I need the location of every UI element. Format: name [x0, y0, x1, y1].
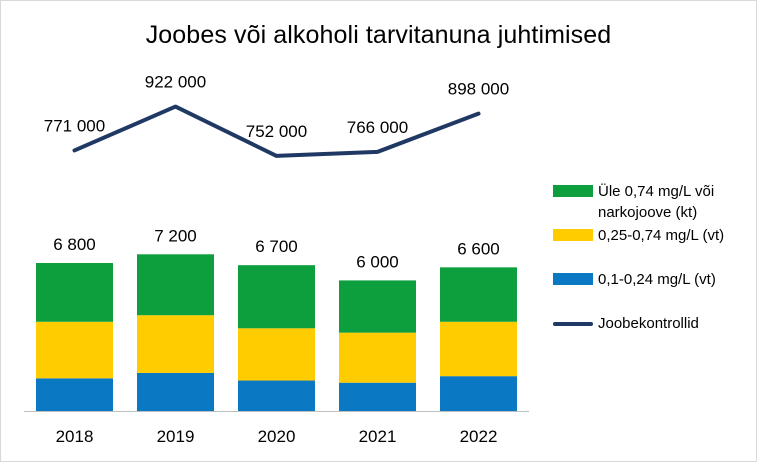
x-tick-label-2018: 2018 — [56, 427, 94, 446]
x-tick-label-2022: 2022 — [460, 427, 498, 446]
bar-segment-2020-0 — [238, 380, 315, 411]
line-value-label-2022: 898 000 — [448, 80, 509, 99]
bar-segment-2019-1 — [137, 315, 214, 373]
legend-item-over-074: Üle 0,74 mg/L või narkojoove (kt) — [553, 181, 748, 223]
bar-segment-2019-2 — [137, 254, 214, 316]
bar-segment-2020-2 — [238, 265, 315, 329]
line-series-group — [72, 104, 481, 158]
line-value-label-2020: 752 000 — [246, 122, 307, 141]
legend-swatch-blue — [553, 273, 593, 285]
legend-item-025-074: 0,25-0,74 mg/L (vt) — [553, 225, 748, 246]
line-value-labels: 771 000 922 000 752 000 766 000 898 000 — [44, 73, 509, 141]
legend-swatch-yellow — [553, 229, 593, 241]
x-tick-label-2021: 2021 — [359, 427, 397, 446]
bar-segment-2022-0 — [440, 376, 517, 411]
legend-swatch-green — [553, 185, 593, 197]
legend-label: Joobekontrollid — [598, 315, 699, 332]
line-value-label-2019: 922 000 — [145, 73, 206, 92]
bar-segment-2022-2 — [440, 267, 517, 322]
x-tick-labels: 2018 2019 2020 2021 2022 — [56, 427, 498, 446]
bar-total-label-2018: 6 800 — [53, 235, 96, 254]
legend-label: 0,25-0,74 mg/L (vt) — [598, 227, 725, 244]
bar-total-label-2021: 6 000 — [356, 252, 399, 271]
line-value-label-2021: 766 000 — [347, 118, 408, 137]
legend-label: Üle 0,74 mg/L või narkojoove (kt) — [598, 183, 715, 221]
line-value-label-2018: 771 000 — [44, 116, 105, 135]
bar-segment-2022-1 — [440, 321, 517, 377]
line-joobekontrollid — [72, 104, 481, 158]
bar-total-label-2019: 7 200 — [154, 226, 197, 245]
bar-segment-2018-0 — [36, 378, 113, 411]
bar-segment-2019-0 — [137, 372, 214, 411]
bar-segment-2018-2 — [36, 263, 113, 322]
bar-total-label-2022: 6 600 — [457, 239, 500, 258]
legend-item-01-024: 0,1-0,24 mg/L (vt) — [553, 269, 748, 290]
bar-segment-2021-0 — [339, 382, 416, 411]
legend-item-joobekontrollid: Joobekontrollid — [553, 313, 748, 334]
legend-label: 0,1-0,24 mg/L (vt) — [598, 271, 716, 288]
x-tick-label-2020: 2020 — [258, 427, 296, 446]
bar-total-label-2020: 6 700 — [255, 237, 298, 256]
bar-segment-2021-1 — [339, 332, 416, 383]
bar-segment-2020-1 — [238, 328, 315, 381]
x-tick-label-2019: 2019 — [157, 427, 195, 446]
bars-group — [36, 254, 517, 411]
chart-title: Joobes või alkoholi tarvitanuna juhtimis… — [145, 21, 612, 49]
bar-total-labels: 6 800 7 200 6 700 6 000 6 600 — [53, 226, 500, 271]
bar-segment-2018-1 — [36, 321, 113, 379]
bar-segment-2021-2 — [339, 280, 416, 333]
legend-line-navy — [553, 322, 593, 326]
